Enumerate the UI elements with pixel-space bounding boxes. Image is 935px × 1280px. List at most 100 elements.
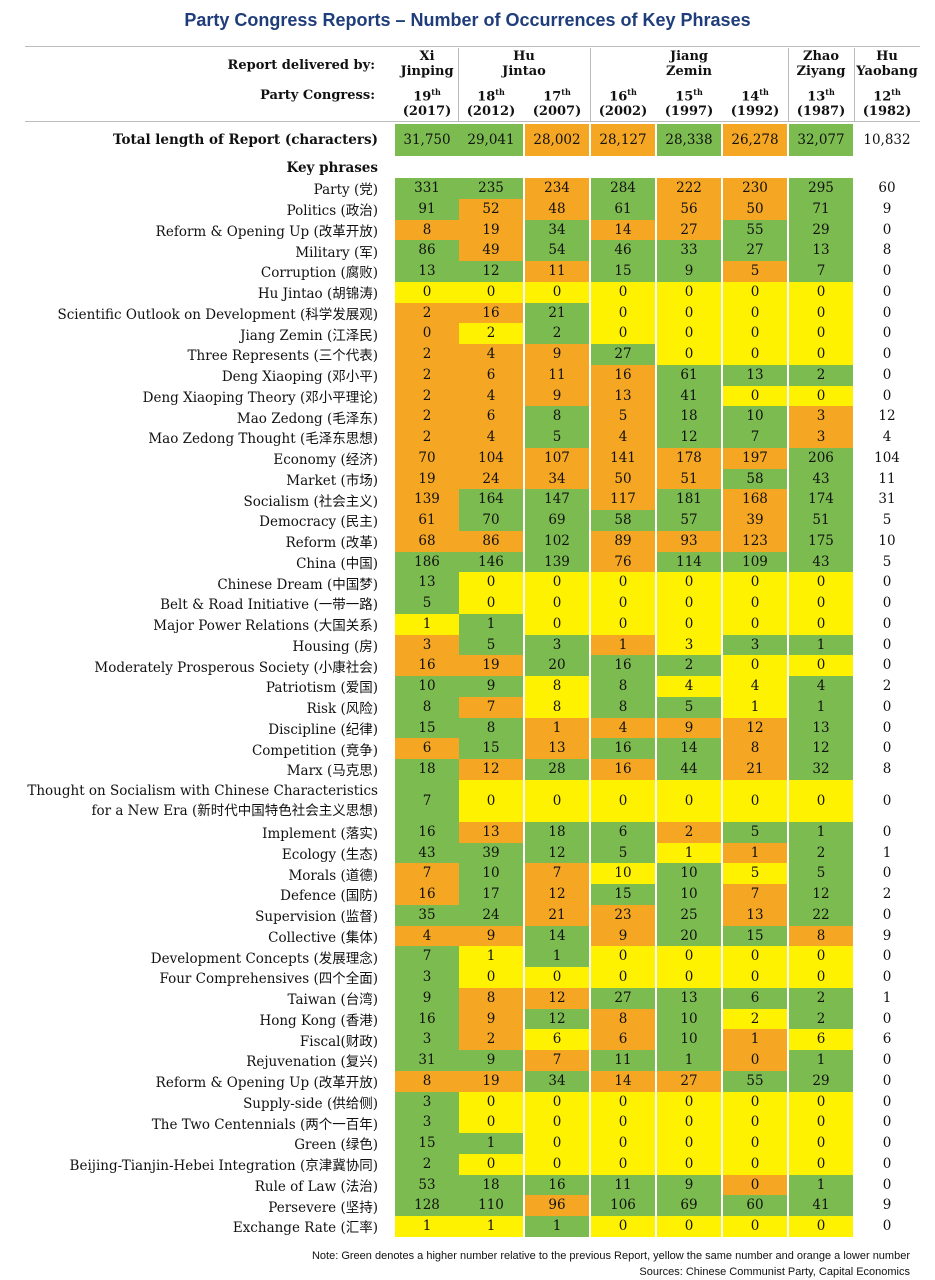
phrase-count-cell: 1	[459, 613, 523, 635]
phrase-count-cell: 8	[395, 219, 459, 241]
row-label-line: for a New Era (新时代中国特色社会主义思想)	[91, 802, 378, 819]
phrase-count-cell: 1	[789, 696, 853, 718]
row-label-line: Mao Zedong (毛泽东)	[236, 410, 378, 427]
phrase-label: Patriotism (爱国)	[266, 676, 378, 697]
phrase-count-cell: 0	[591, 967, 655, 988]
row-label-line: Beijing-Tianjin-Hebei Integration (京津冀协同…	[69, 1158, 378, 1175]
phrase-count-cell: 86	[395, 240, 459, 261]
phrase-count-cell: 146	[459, 551, 523, 573]
phrase-count-cell: 0	[525, 281, 589, 303]
phrase-count-cell: 4	[591, 427, 655, 448]
phrase-count-cell: 51	[657, 468, 721, 490]
phrase-count-cell: 4	[395, 925, 459, 947]
phrase-count-cell: 6	[723, 987, 787, 1009]
phrase-label: Market (市场)	[286, 469, 378, 490]
leader-header: Zhao Ziyang	[789, 49, 853, 79]
phrase-count-cell: 0	[723, 1153, 787, 1175]
phrase-count-cell: 5	[591, 842, 655, 864]
phrase-count-cell: 69	[657, 1195, 721, 1216]
phrase-count-cell: 18	[395, 759, 459, 780]
congress-number: 12th	[873, 87, 901, 105]
phrase-count-cell: 3	[789, 427, 853, 448]
phrase-count-cell: 39	[459, 842, 523, 864]
congress-year: (2012)	[466, 104, 516, 120]
phrase-count-cell: 7	[525, 1050, 589, 1071]
phrase-count-cell: 13	[723, 364, 787, 386]
phrase-count-cell: 29	[789, 1070, 853, 1092]
phrase-count-cell: 0	[525, 593, 589, 614]
phrase-count-cell: 18	[525, 821, 589, 843]
phrase-count-cell: 114	[657, 551, 721, 573]
phrase-count-cell: 68	[395, 530, 459, 552]
phrase-count-cell: 0	[882, 740, 892, 757]
phrase-count-cell: 0	[723, 655, 787, 676]
phrase-count-cell: 8	[459, 987, 523, 1009]
phrase-count-cell: 1	[525, 946, 589, 967]
leader-name-line: Ziyang	[796, 64, 846, 79]
congress-number: 14th	[741, 87, 769, 105]
phrase-count-cell: 1	[395, 1216, 459, 1237]
phrase-count-cell: 16	[591, 364, 655, 386]
phrase-count-cell: 3	[395, 967, 459, 988]
phrase-count-cell: 0	[525, 613, 589, 635]
leader-name-line: Zhao	[802, 49, 840, 64]
phrase-count-cell: 2	[395, 427, 459, 448]
leader-divider	[788, 48, 789, 121]
phrase-count-cell: 0	[789, 1091, 853, 1113]
phrase-label: Supply-side (供给侧)	[243, 1092, 378, 1113]
row-label-line: Taiwan (台湾)	[287, 992, 378, 1009]
phrase-count-cell: 50	[723, 198, 787, 220]
phrase-count-cell: 6	[395, 738, 459, 759]
phrase-count-cell: 1	[459, 946, 523, 967]
phrase-count-cell: 16	[591, 759, 655, 780]
phrase-count-cell: 0	[882, 1155, 892, 1172]
phrase-label: Hong Kong (香港)	[259, 1009, 378, 1030]
row-label-line: Defence (国防)	[280, 888, 378, 905]
row-label-line: Rule of Law (法治)	[254, 1178, 378, 1195]
color-note: Note: Green denotes a higher number rela…	[311, 1250, 910, 1262]
phrase-count-cell: 5	[459, 634, 523, 656]
leader-header: Hu Yaobang	[855, 49, 919, 79]
phrase-count-cell: 6	[882, 1031, 892, 1048]
phrase-label: Chinese Dream (中国梦)	[217, 572, 378, 593]
congress-header: 13th (1987)	[789, 85, 853, 119]
phrase-count-cell: 4	[459, 344, 523, 365]
phrase-count-cell: 9	[591, 925, 655, 947]
congress-header: 18th (2012)	[459, 85, 523, 119]
congress-year: (1987)	[796, 104, 846, 120]
phrase-count-cell: 0	[591, 1091, 655, 1113]
delivered-by-label: Report delivered by:	[227, 58, 375, 73]
phrase-count-cell: 168	[723, 489, 787, 510]
phrase-count-cell: 109	[723, 551, 787, 573]
phrase-label: Marx (马克思)	[287, 759, 378, 780]
phrase-count-cell: 76	[591, 551, 655, 573]
phrase-count-cell: 0	[723, 967, 787, 988]
row-label-line: Corruption (腐败)	[260, 265, 378, 282]
phrase-count-cell: 9	[525, 385, 589, 407]
phrase-count-cell: 0	[723, 281, 787, 303]
phrase-count-cell: 0	[882, 1072, 892, 1089]
phrase-count-cell: 5	[657, 696, 721, 718]
total-length-cell: 26,278	[723, 124, 787, 156]
phrase-count-cell: 13	[525, 738, 589, 759]
phrase-count-cell: 0	[882, 574, 892, 591]
phrase-label: Thought on Socialism with Chinese Charac…	[27, 780, 378, 822]
row-label-line: Military (军)	[295, 244, 378, 261]
phrase-count-cell: 110	[459, 1195, 523, 1216]
phrase-count-cell: 51	[789, 510, 853, 531]
phrase-count-cell: 55	[723, 1070, 787, 1092]
congress-number: 19th	[413, 87, 441, 105]
row-label-line: Supply-side (供给侧)	[243, 1095, 378, 1112]
congress-year: (1992)	[730, 104, 780, 120]
phrase-count-cell: 0	[591, 302, 655, 324]
phrase-label: Competition (竞争)	[252, 738, 378, 759]
phrase-count-cell: 24	[459, 904, 523, 926]
phrase-count-cell: 39	[723, 510, 787, 531]
phrase-count-cell: 295	[789, 178, 853, 199]
row-label-line: Reform & Opening Up (改革开放)	[155, 223, 378, 240]
phrase-count-cell: 0	[789, 593, 853, 614]
phrase-count-cell: 0	[882, 1135, 892, 1151]
phrase-count-cell: 54	[525, 240, 589, 261]
phrase-count-cell: 1	[789, 821, 853, 843]
total-length-cell: 10,832	[863, 132, 911, 148]
